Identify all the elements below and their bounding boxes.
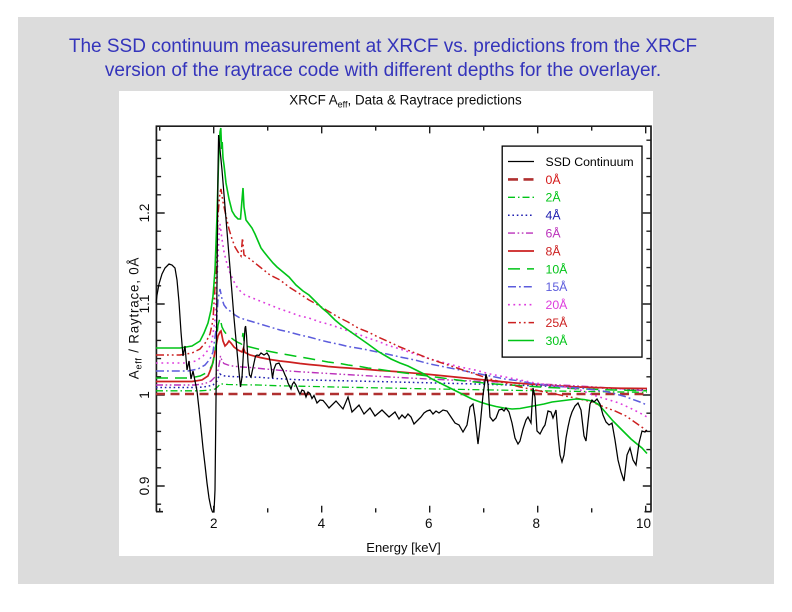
svg-text:25Å: 25Å: [546, 315, 569, 330]
svg-text:6: 6: [425, 516, 433, 531]
svg-text:4: 4: [318, 516, 326, 531]
svg-text:0.9: 0.9: [137, 477, 152, 496]
svg-text:1.1: 1.1: [137, 295, 152, 314]
svg-text:XRCF Aeff, Data & Raytrace pre: XRCF Aeff, Data & Raytrace predictions: [289, 93, 522, 110]
svg-text:8: 8: [533, 516, 541, 531]
svg-text:1.2: 1.2: [137, 204, 152, 223]
svg-text:8Å: 8Å: [546, 243, 562, 258]
svg-text:30Å: 30Å: [546, 333, 569, 348]
svg-text:10: 10: [636, 516, 651, 531]
svg-text:4Å: 4Å: [546, 208, 562, 223]
svg-text:Energy [keV]: Energy [keV]: [366, 540, 440, 555]
svg-text:0Å: 0Å: [546, 172, 562, 187]
svg-text:6Å: 6Å: [546, 226, 562, 241]
svg-text:2Å: 2Å: [546, 190, 562, 205]
svg-text:2: 2: [210, 516, 218, 531]
svg-text:Aeff / Raytrace, 0Å: Aeff / Raytrace, 0Å: [127, 257, 144, 380]
svg-text:20Å: 20Å: [546, 297, 569, 312]
svg-text:1: 1: [137, 391, 152, 399]
svg-text:15Å: 15Å: [546, 279, 569, 294]
svg-text:10Å: 10Å: [546, 261, 569, 276]
svg-text:SSD Continuum: SSD Continuum: [546, 155, 634, 169]
